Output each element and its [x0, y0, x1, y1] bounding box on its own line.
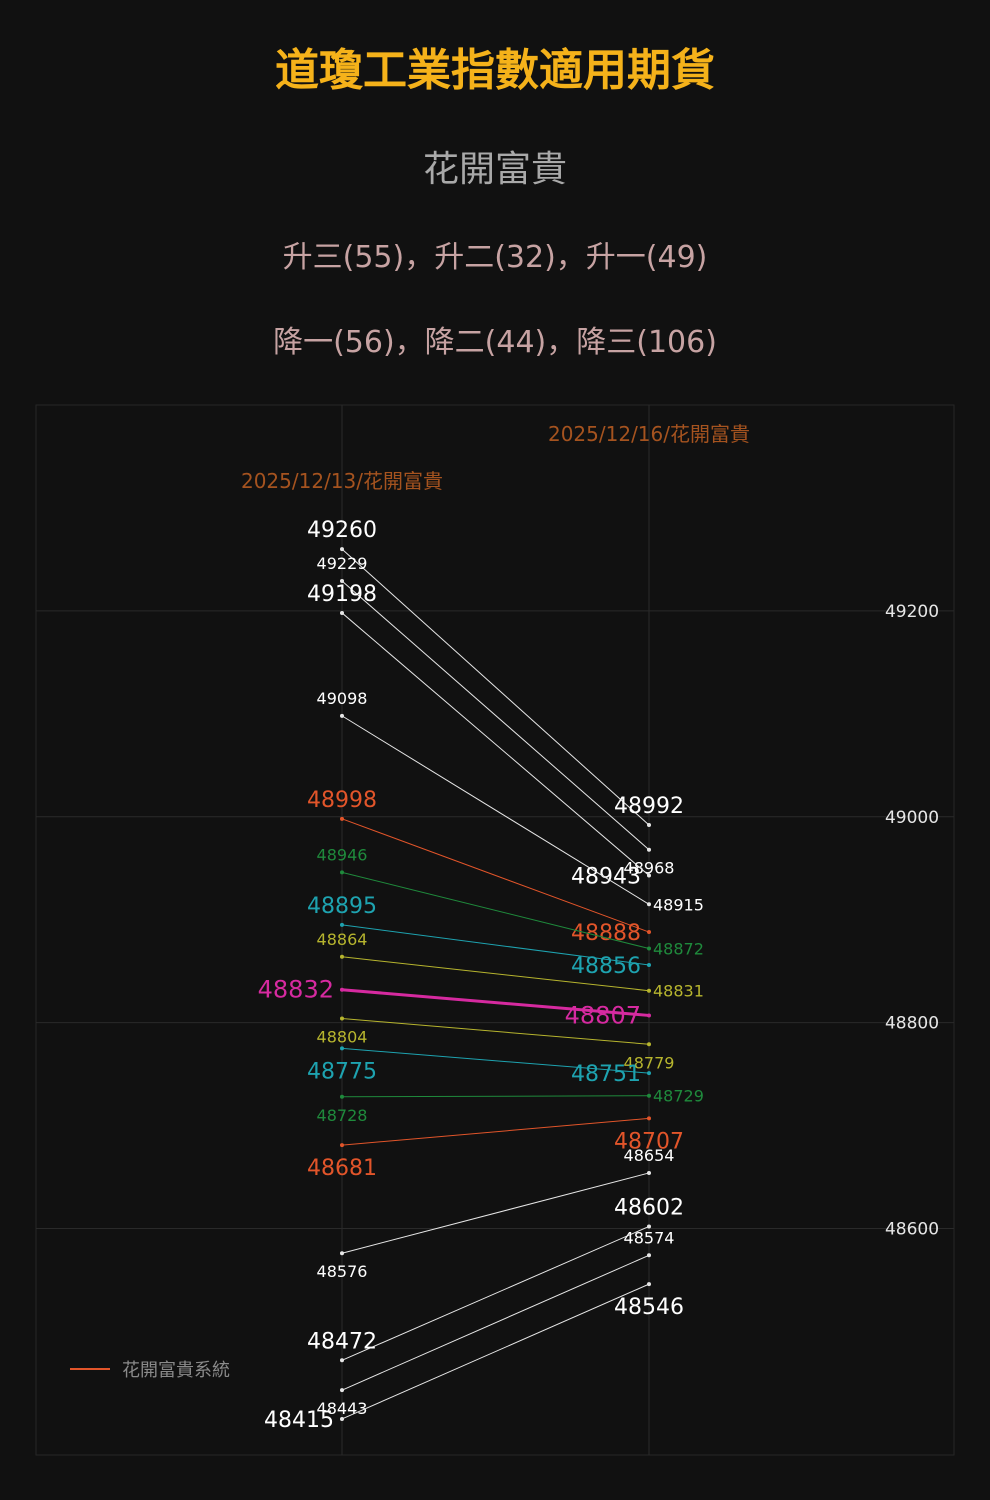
data-label: 48779	[624, 1053, 675, 1072]
data-point	[647, 1170, 651, 1175]
data-point	[340, 922, 344, 927]
legend-swatch	[70, 1368, 110, 1370]
series-line	[341, 988, 650, 1017]
data-point	[340, 987, 344, 992]
plot-frame	[35, 404, 955, 1456]
data-point	[340, 1016, 344, 1021]
data-label: 48807	[565, 1001, 641, 1029]
series-line	[341, 715, 650, 905]
chart-subtitle: 花開富貴	[422, 149, 567, 190]
data-label: 48574	[624, 1228, 675, 1247]
series-line	[341, 1172, 650, 1254]
series-line	[341, 612, 650, 876]
data-point	[340, 1046, 344, 1051]
data-point	[647, 1116, 651, 1121]
data-point	[340, 816, 344, 821]
series-line	[341, 1018, 650, 1045]
data-label: 48707	[614, 1129, 684, 1154]
data-label: 48729	[653, 1087, 704, 1106]
data-label: 48472	[307, 1329, 377, 1354]
data-label: 48546	[614, 1295, 684, 1320]
series-line	[341, 1283, 650, 1420]
data-label: 48946	[317, 845, 368, 864]
data-label: 48998	[307, 788, 377, 813]
data-point	[340, 1358, 344, 1363]
down-stats: 降一(56)，降二(44)，降三(106)	[273, 325, 717, 360]
data-label: 48864	[317, 930, 368, 949]
data-point	[340, 1251, 344, 1256]
data-label: 48654	[624, 1146, 675, 1165]
data-label: 48415	[264, 1408, 334, 1433]
data-label: 48775	[307, 1059, 377, 1084]
data-label: 48832	[258, 976, 334, 1004]
data-label: 48728	[317, 1106, 368, 1125]
data-point	[340, 1094, 344, 1099]
data-label: 48831	[653, 982, 704, 1001]
data-label: 48804	[317, 1028, 368, 1047]
data-label: 48943	[571, 864, 641, 889]
data-point	[647, 1224, 651, 1229]
data-point	[647, 1282, 651, 1287]
data-label: 48872	[653, 940, 704, 959]
data-point	[340, 1388, 344, 1393]
data-point	[647, 930, 651, 935]
data-label: 48992	[614, 794, 684, 819]
up-stats: 升三(55)，升二(32)，升一(49)	[282, 240, 708, 275]
data-label: 49198	[307, 582, 377, 607]
series-line	[341, 1226, 650, 1361]
data-point	[340, 1143, 344, 1148]
data-point	[647, 873, 651, 878]
data-label: 48895	[307, 894, 377, 919]
data-label: 48681	[307, 1156, 377, 1181]
series-line	[341, 871, 650, 950]
data-point	[340, 713, 344, 718]
y-tick-label: 48800	[885, 1014, 939, 1034]
data-point	[647, 823, 651, 827]
data-point	[340, 954, 344, 959]
legend: 花開富貴系統	[70, 1356, 230, 1382]
series-line	[341, 956, 650, 992]
chart-title: 道瓊工業指數適用期貨	[275, 45, 715, 96]
data-point	[340, 610, 344, 615]
legend-label: 花開富貴系統	[122, 1360, 230, 1381]
series-line	[341, 924, 650, 966]
series-line	[341, 1254, 650, 1391]
data-point	[340, 547, 344, 552]
data-point	[647, 902, 651, 907]
series-line	[341, 1095, 650, 1098]
data-point	[647, 988, 651, 993]
data-label: 48576	[317, 1262, 368, 1281]
data-point	[647, 1093, 651, 1098]
data-label: 49098	[317, 689, 368, 708]
data-label: 49260	[307, 518, 377, 543]
y-tick-label: 49000	[885, 808, 939, 828]
series-line	[341, 1117, 650, 1146]
x-category-label: 2025/12/16/花開富貴	[548, 422, 750, 446]
data-label: 48968	[624, 859, 675, 878]
series-line	[341, 1047, 650, 1074]
data-point	[340, 1416, 344, 1421]
data-point	[647, 1042, 651, 1047]
data-label: 48602	[614, 1195, 684, 1220]
y-tick-label: 48600	[885, 1220, 939, 1240]
data-label: 48751	[571, 1062, 641, 1087]
data-point	[647, 1071, 651, 1076]
series-line	[341, 818, 650, 933]
data-point	[340, 579, 344, 584]
y-tick-label: 49200	[885, 602, 939, 622]
data-label: 48888	[571, 921, 641, 946]
data-point	[647, 1013, 651, 1018]
series-line	[341, 580, 650, 851]
data-point	[647, 1253, 651, 1258]
data-point	[340, 870, 344, 875]
series-line	[341, 548, 650, 826]
data-point	[647, 963, 651, 967]
data-label: 48915	[653, 895, 704, 914]
data-point	[647, 847, 651, 852]
data-label: 48856	[571, 954, 641, 979]
data-label: 49229	[317, 554, 368, 573]
x-category-label: 2025/12/13/花開富貴	[241, 469, 443, 493]
data-point	[647, 946, 651, 951]
